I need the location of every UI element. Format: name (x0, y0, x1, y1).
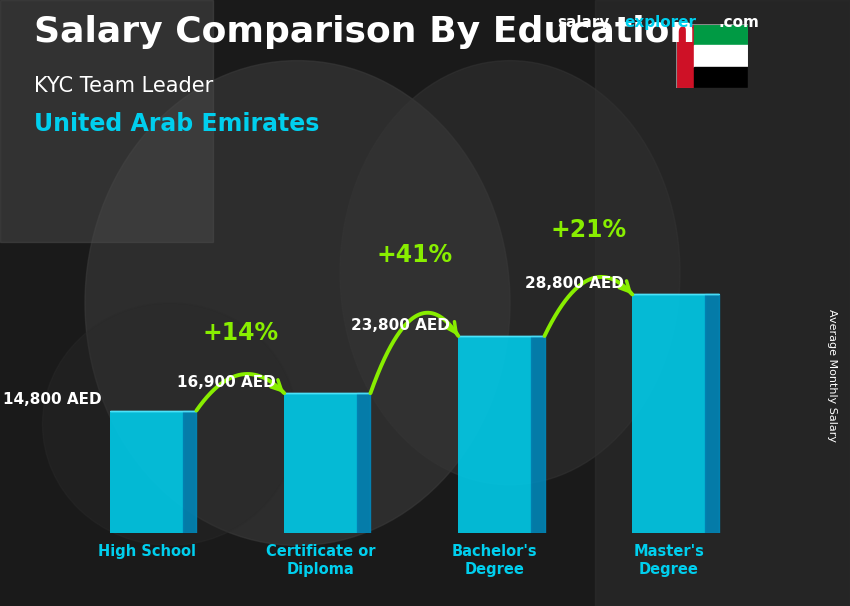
Polygon shape (706, 295, 718, 533)
Ellipse shape (85, 61, 510, 545)
Bar (284, 393, 357, 533)
Polygon shape (357, 393, 371, 533)
Text: 23,800 AED: 23,800 AED (351, 318, 450, 333)
Bar (694, 24, 748, 45)
Bar (0, 0, 212, 242)
Text: +14%: +14% (202, 321, 279, 345)
Ellipse shape (42, 303, 298, 545)
Bar (632, 295, 706, 533)
Bar (458, 336, 531, 533)
Polygon shape (531, 336, 545, 533)
Bar (110, 410, 184, 533)
Text: +21%: +21% (550, 218, 626, 242)
Text: Average Monthly Salary: Average Monthly Salary (827, 309, 837, 442)
Text: salary: salary (557, 15, 609, 30)
Bar (694, 45, 748, 67)
Bar (595, 0, 850, 606)
Text: +41%: +41% (377, 243, 452, 267)
Polygon shape (184, 410, 196, 533)
Text: 16,900 AED: 16,900 AED (177, 375, 275, 390)
Ellipse shape (340, 61, 680, 485)
Bar (694, 67, 748, 88)
Text: United Arab Emirates: United Arab Emirates (34, 112, 320, 136)
Text: 28,800 AED: 28,800 AED (524, 276, 624, 291)
Bar (676, 24, 694, 88)
Text: .com: .com (718, 15, 759, 30)
Text: 14,800 AED: 14,800 AED (3, 392, 101, 407)
Text: explorer: explorer (625, 15, 697, 30)
Text: Salary Comparison By Education: Salary Comparison By Education (34, 15, 695, 49)
Text: KYC Team Leader: KYC Team Leader (34, 76, 213, 96)
